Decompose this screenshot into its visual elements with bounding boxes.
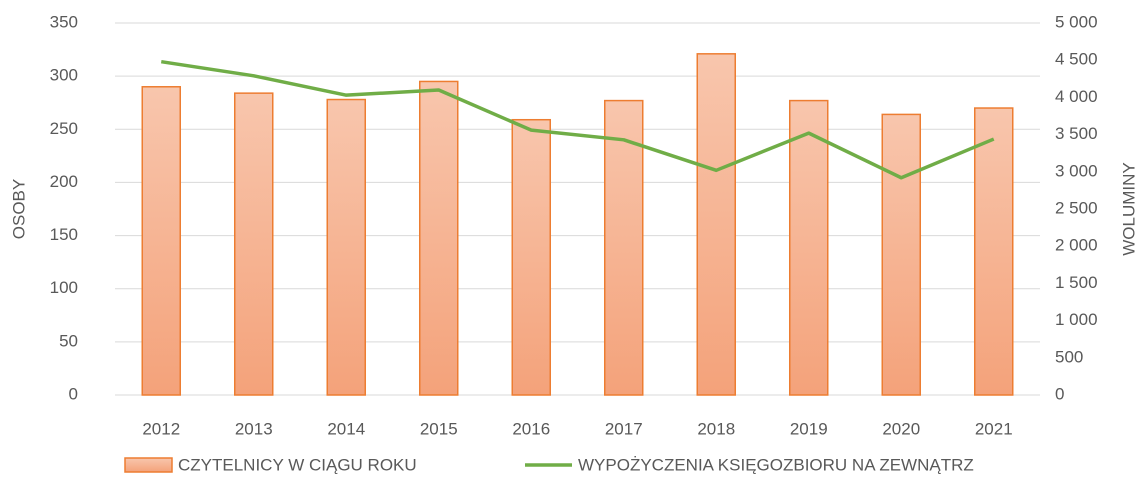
bar (974, 107, 1014, 396)
y-tick-label: 100 (50, 278, 78, 297)
x-tick-label: 2016 (512, 419, 550, 438)
y2-tick-label: 2 000 (1055, 236, 1098, 255)
legend-label: WYPOŻYCZENIA KSIĘGOZBIORU NA ZEWNĄTRZ (578, 455, 974, 474)
y2-tick-label: 5 000 (1055, 12, 1098, 31)
bar (511, 118, 551, 396)
bar (881, 113, 921, 396)
bar (419, 80, 459, 396)
bar (326, 98, 366, 396)
y-tick-label: 0 (69, 384, 78, 403)
line (160, 59, 995, 180)
bar (604, 99, 644, 396)
y2-tick-label: 4 000 (1055, 87, 1098, 106)
x-tick-label: 2013 (235, 419, 273, 438)
y-axis-title: OSOBY (9, 179, 28, 239)
y2-tick-label: 2 500 (1055, 198, 1098, 217)
y2-tick-label: 500 (1055, 347, 1083, 366)
bar (789, 99, 829, 396)
x-tick-label: 2018 (697, 419, 735, 438)
y-tick-label: 200 (50, 172, 78, 191)
y2-tick-label: 0 (1055, 384, 1064, 403)
y-tick-label: 350 (50, 12, 78, 31)
y2-tick-label: 3 000 (1055, 161, 1098, 180)
y-tick-label: 150 (50, 225, 78, 244)
x-tick-label: 2017 (605, 419, 643, 438)
y2-tick-label: 1 000 (1055, 310, 1098, 329)
legend-label: CZYTELNICY W CIĄGU ROKU (178, 455, 417, 474)
legend-swatch (124, 457, 173, 473)
bar (141, 86, 181, 396)
y-tick-label: 50 (59, 331, 78, 350)
bar (234, 92, 274, 396)
y2-tick-label: 1 500 (1055, 273, 1098, 292)
y2-axis-title: WOLUMINY (1119, 162, 1138, 256)
bar (696, 53, 736, 396)
x-tick-label: 2020 (882, 419, 920, 438)
x-tick-label: 2012 (142, 419, 180, 438)
x-tick-label: 2015 (420, 419, 458, 438)
x-tick-label: 2019 (790, 419, 828, 438)
y2-tick-label: 3 500 (1055, 124, 1098, 143)
y-tick-label: 300 (50, 66, 78, 85)
x-tick-label: 2021 (975, 419, 1013, 438)
y-tick-label: 250 (50, 119, 78, 138)
x-tick-label: 2014 (327, 419, 365, 438)
y2-tick-label: 4 500 (1055, 50, 1098, 69)
